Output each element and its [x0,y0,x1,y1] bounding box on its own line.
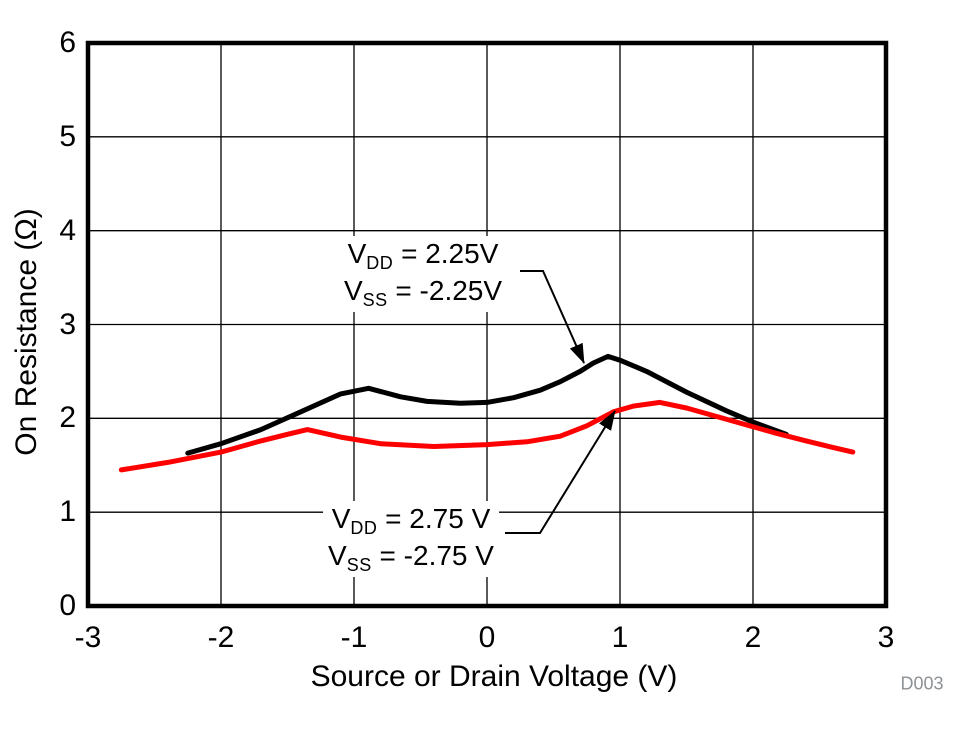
annotation-line: VDD = 2.75 V [331,503,491,538]
x-tick-label: 2 [744,621,762,654]
series-vdd-2p75-curve [118,399,856,473]
y-tick-label: 3 [59,308,76,341]
y-tick-label: 4 [59,214,76,247]
series-vdd-2p25-curve [185,353,789,456]
x-tick-label: 3 [877,621,895,654]
x-tick-label: 0 [478,621,496,654]
annotation-line: VDD = 2.25V [347,238,499,273]
annotation-vdd-2p25: VDD = 2.25V VSS = -2.25V [338,236,508,312]
x-axis-title: Source or Drain Voltage (V) [310,660,678,693]
y-tick-label: 5 [59,120,76,153]
plot-id-watermark: D003 [900,673,944,694]
annotation-vdd-2p75: VDD = 2.75 V VSS = -2.75 V [323,501,499,577]
x-tick-label: -2 [207,621,235,654]
x-tick-label: 1 [611,621,629,654]
y-tick-label: 6 [59,26,76,59]
y-tick-label: 2 [59,401,76,434]
annotation-leader-line-1 [520,270,585,364]
annotation-leader-line-2 [505,410,616,534]
annotation-line: VSS = -2.25V [343,275,503,310]
y-tick-label: 0 [59,589,76,622]
y-tick-label: 1 [59,495,76,528]
annotation-line: VSS = -2.75 V [328,540,494,575]
plot-frame [85,40,889,609]
x-tick-label: -1 [340,621,368,654]
y-axis-title: On Resistance (Ω) [10,208,43,456]
x-tick-label: -3 [74,621,102,654]
